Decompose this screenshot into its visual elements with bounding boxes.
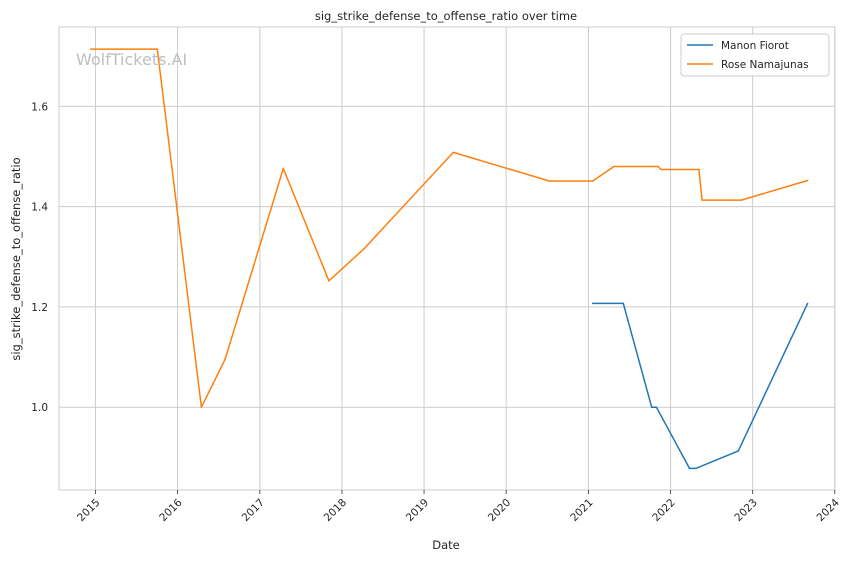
data-point [200,406,203,409]
watermark-text: WolfTickets.AI [76,50,187,69]
chart-title: sig_strike_defense_to_offense_ratio over… [315,9,577,23]
data-point [362,248,365,251]
plot-area: WolfTickets.AI [58,26,836,491]
data-point [740,199,743,201]
data-point [591,302,594,305]
y-tick-label: 1.6 [31,101,48,113]
data-point [688,467,691,470]
x-tick-label: 2024 [815,496,843,524]
plot-frame [58,26,836,491]
x-tick-label: 2017 [240,497,267,524]
series-lines [90,48,809,470]
x-axis-label: Date [432,538,460,552]
plot-background [59,27,835,490]
legend-label: Manon Fiorot [721,40,789,52]
data-point [806,302,809,305]
data-point [224,358,226,361]
legend-box [680,33,830,77]
data-point [657,165,659,168]
x-tick-label: 2015 [75,497,102,524]
data-point [156,48,159,50]
data-point [660,168,662,171]
x-tick-label: 2020 [486,497,513,524]
legend: Manon Fiorot Rose Namajunas [680,33,830,77]
x-tick-label: 2018 [322,497,349,524]
x-tick-label: 2019 [404,497,431,524]
data-point [737,450,740,452]
data-point [655,406,658,409]
data-point [591,180,594,182]
data-point [90,48,92,50]
data-point [622,302,625,305]
data-point [650,406,653,409]
series-line-1 [592,302,809,470]
data-point [282,167,285,170]
y-tick-label: 1.2 [31,302,48,314]
x-tick-label: 2016 [157,496,185,524]
data-point [452,151,455,154]
x-tick-label: 2023 [732,497,759,524]
y-tick-label: 1.4 [31,202,48,214]
x-tick-label: 2022 [650,497,677,524]
data-point [613,165,615,168]
data-point [694,467,697,470]
data-point [548,180,551,182]
y-tick-label: 1.0 [31,402,48,414]
legend-label: Rose Namajunas [721,59,809,71]
data-point [701,199,703,201]
y-axis-label: sig_strike_defense_to_offense_ratio [9,157,23,360]
data-point [806,179,809,182]
x-tick-label: 2021 [568,497,595,524]
data-point [698,168,700,171]
data-point [328,280,330,282]
